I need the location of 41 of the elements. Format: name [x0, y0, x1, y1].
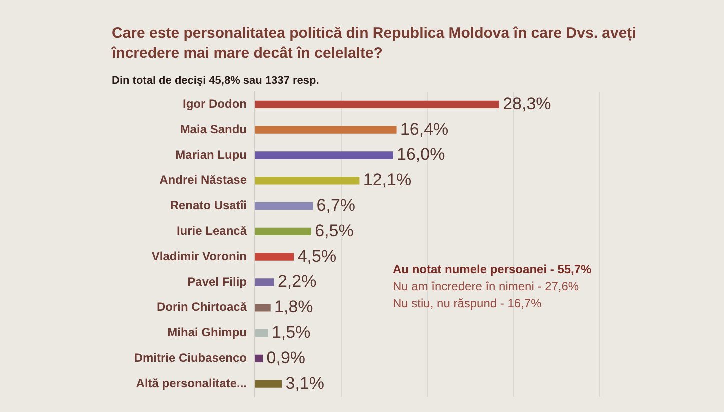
- y-tick-label: Iurie Leancă: [176, 224, 248, 238]
- y-tick-label: Renato Usatîi: [170, 198, 247, 213]
- bar: [255, 228, 312, 236]
- y-tick-label: Andrei Năstase: [160, 173, 248, 188]
- data-label: 16,4%: [400, 120, 449, 139]
- y-tick-label: Marian Lupu: [176, 148, 247, 162]
- bar: [255, 100, 500, 109]
- y-tick-label: Dmitrie Ciubasenco: [134, 351, 247, 366]
- data-label: 6,5%: [315, 221, 354, 240]
- y-tick-label: Pavel Filip: [188, 274, 247, 289]
- data-label: 3,1%: [286, 374, 324, 393]
- bar: [255, 152, 394, 160]
- data-label: 2,2%: [278, 272, 317, 292]
- data-label: 16,0%: [397, 145, 446, 164]
- y-tick-label: Dorin Chirtoacă: [156, 300, 248, 314]
- y-tick-label: Maia Sandu: [180, 122, 247, 136]
- bar: [255, 304, 271, 312]
- y-tick-label: Igor Dodon: [183, 97, 247, 112]
- bar: [255, 126, 397, 134]
- bar: [255, 202, 314, 210]
- bar: [255, 380, 282, 388]
- data-label: 4,5%: [298, 246, 337, 266]
- data-label: 1,5%: [272, 322, 311, 342]
- annotation: Nu stiu, nu răspund - 16,7%: [393, 296, 542, 311]
- chart-title: Care este personalitatea politică din Republica Moldova în care Dvs. aveți încredere mai mare decât în celelalte?: [111, 25, 636, 62]
- data-label: 1,8%: [274, 298, 314, 317]
- chart-subtitle: Din total de decişi 45,8% sau 1337 resp.: [112, 75, 320, 87]
- bar: [255, 354, 264, 363]
- data-label: 6,7%: [316, 196, 356, 215]
- data-label: 0,9%: [266, 348, 306, 368]
- data-label: 28,3%: [503, 94, 552, 114]
- y-tick-label: Mihai Ghimpu: [168, 326, 247, 340]
- bar: [255, 253, 294, 261]
- y-tick-label: Altă personalitate...: [136, 376, 247, 390]
- annotation: Au notat numele persoanei - 55,7%: [393, 262, 592, 277]
- annotation: Nu am încredere în nimeni - 27,6%: [393, 280, 580, 294]
- bar: [255, 177, 360, 185]
- data-label: 12,1%: [363, 170, 412, 190]
- y-tick-label: Vladimir Voronin: [152, 249, 247, 264]
- bar: [255, 329, 268, 338]
- bar: [255, 278, 274, 286]
